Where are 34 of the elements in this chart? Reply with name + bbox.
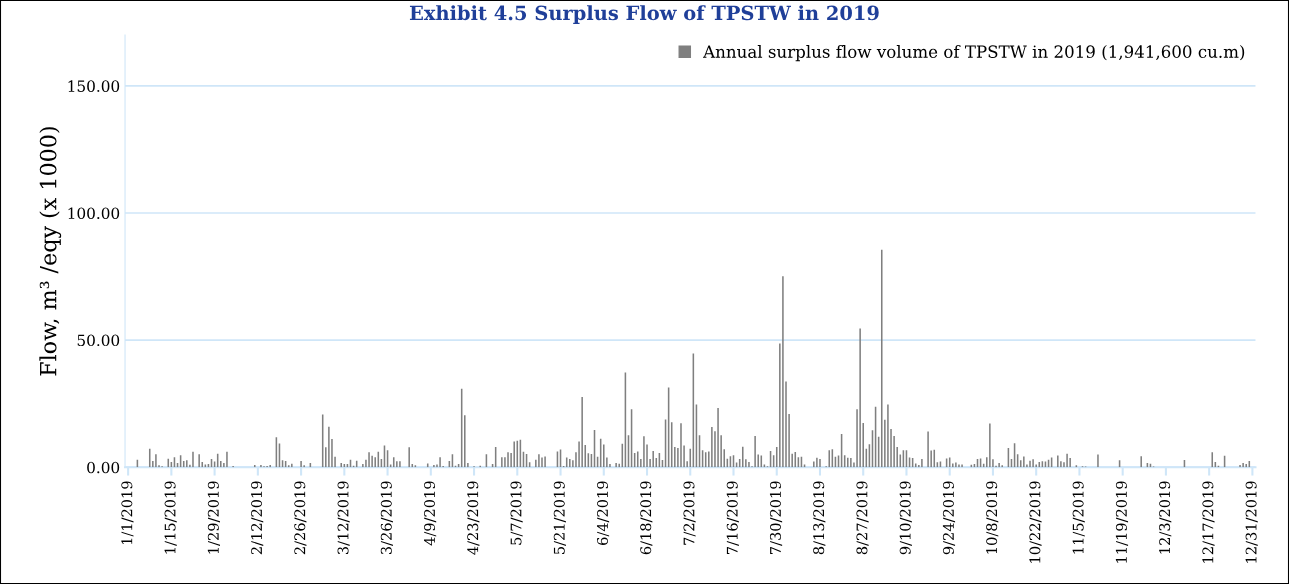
x-tick-label: 9/10/2019 [899,481,912,555]
x-tick-label: 7/30/2019 [769,481,783,554]
y-tick-label: 100.00 [68,207,120,220]
y-tick-label: 150.00 [68,80,120,92]
x-tick-label: 10/22/2019 [1029,481,1042,563]
chart-title: Exhibit 4.5 Surplus Flow of TPSTW in 2019 [409,5,879,25]
x-tick-label: 10/8/2019 [986,481,999,554]
x-tick-label: 4/23/2019 [467,481,480,555]
x-tick-label: 12/17/2019 [1202,481,1215,563]
x-tick-label: 3/26/2019 [380,481,393,555]
x-tick-label: 9/24/2019 [942,481,956,555]
x-tick-label: 5/21/2019 [553,481,566,554]
x-tick-label: 5/7/2019 [510,481,523,545]
x-tick-label: 12/31/2019 [1245,481,1258,563]
x-tick-label: 1/15/2019 [164,481,177,554]
x-tick-label: 2/12/2019 [251,481,264,555]
x-tick-label: 8/13/2019 [813,481,826,555]
x-tick-label: 8/27/2019 [856,481,869,555]
x-tick-label: 7/2/2019 [683,481,696,545]
y-tick-label: 0.00 [87,461,120,474]
x-tick-label: 3/12/2019 [337,481,350,555]
x-tick-label: 11/5/2019 [1072,481,1085,554]
x-tick-label: 1/29/2019 [207,481,220,554]
x-tick-label: 11/19/2019 [1115,481,1129,563]
x-tick-label: 6/4/2019 [596,481,610,545]
x-tick-label: 1/1/2019 [121,481,134,545]
legend-label: Annual surplus flow volume of TPSTW in 2019 (1,941,600 cu.m) [703,45,1245,62]
x-tick-label: 2/26/2019 [294,481,307,555]
x-tick-label: 6/18/2019 [640,481,653,555]
y-tick-label: 50.00 [77,334,120,347]
y-axis-title: Flow, m³ /eqy (x 1000) [39,127,62,376]
x-tick-label: 4/9/2019 [424,481,437,546]
x-tick-label: 12/3/2019 [1159,481,1172,554]
x-tick-label: 7/16/2019 [726,481,739,554]
